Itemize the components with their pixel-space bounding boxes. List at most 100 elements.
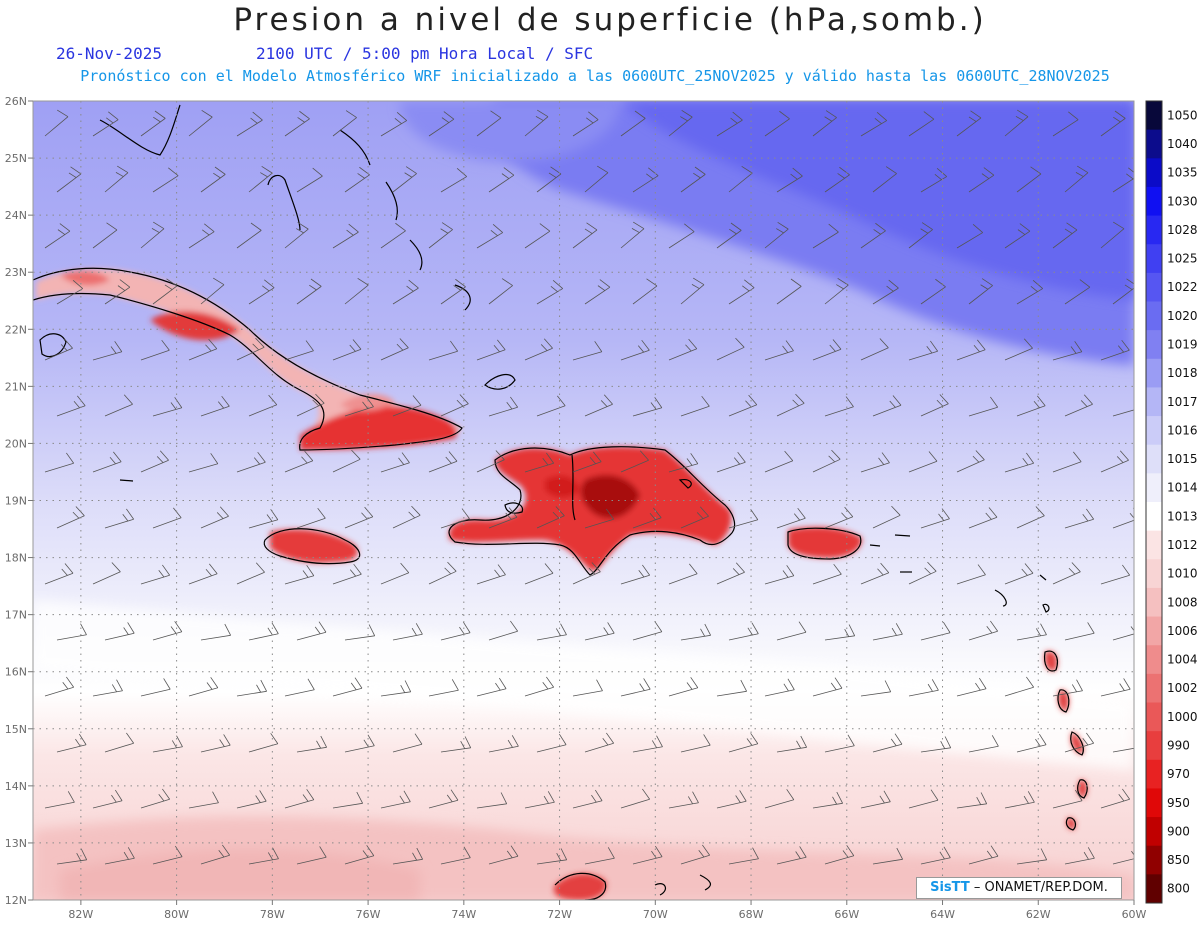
wind-barb: [1016, 166, 1042, 193]
wind-barb: [104, 847, 135, 865]
wind-barb: [956, 224, 983, 249]
wind-barb: [188, 791, 219, 809]
wind-barb: [248, 847, 279, 865]
wind-barb: [1100, 221, 1125, 249]
colorbar-swatch: [1146, 473, 1162, 503]
wind-barb: [1064, 732, 1095, 753]
wind-barb: [378, 900, 410, 920]
wind-barb: [680, 506, 709, 529]
wind-barb: [824, 734, 855, 753]
wind-barb: [1004, 676, 1035, 697]
wind-barb: [536, 395, 566, 417]
colorbar-label: 1022: [1167, 280, 1198, 294]
wind-barb: [955, 902, 987, 920]
wind-barb: [236, 790, 267, 809]
wind-barb: [476, 677, 507, 697]
wind-barb: [920, 394, 949, 417]
wind-barb: [1004, 338, 1033, 361]
wind-barb: [284, 340, 314, 361]
wind-barb: [440, 508, 470, 529]
wind-barb: [1064, 279, 1091, 305]
wind-barb: [152, 845, 183, 865]
wind-barb: [728, 622, 759, 641]
wind-barb: [1112, 278, 1134, 305]
wind-barb: [764, 789, 795, 809]
wind-barb: [344, 396, 374, 417]
wind-barb: [104, 279, 131, 305]
lat-tick-label: 20N: [5, 437, 27, 450]
colorbar-label: 1006: [1167, 624, 1198, 638]
wind-barb: [858, 900, 890, 920]
colorbar-label: 1014: [1167, 481, 1198, 495]
wind-barb: [668, 677, 699, 697]
wind-barb: [56, 280, 83, 305]
wind-barb: [152, 621, 183, 641]
wind-barb: [188, 677, 219, 697]
lat-tick-label: 16N: [5, 666, 27, 679]
wind-barb: [524, 109, 549, 137]
wind-barb: [296, 167, 323, 193]
wind-barb: [716, 111, 743, 137]
wind-barb: [1112, 407, 1134, 417]
lon-tick-label: 80W: [164, 908, 189, 921]
wind-barb: [92, 679, 123, 697]
wind-barb: [428, 111, 455, 137]
wind-barb: [872, 733, 903, 753]
colorbar-label: 1008: [1167, 595, 1198, 609]
wind-barb: [1064, 394, 1093, 417]
lon-tick-label: 60W: [1122, 908, 1147, 921]
wind-barb: [716, 222, 742, 249]
wind-barb: [284, 565, 315, 585]
wind-barb: [572, 111, 599, 137]
colorbar-swatch: [1146, 702, 1162, 732]
lon-tick-label: 70W: [643, 908, 668, 921]
wind-barb: [92, 451, 122, 473]
lon-tick-label: 72W: [547, 908, 572, 921]
colorbar-swatch: [1146, 358, 1162, 388]
wind-barb: [283, 903, 315, 920]
wind-barb: [812, 677, 843, 697]
wind-barb: [524, 676, 555, 697]
wind-barb: [620, 110, 646, 137]
wind-barb: [632, 845, 663, 865]
wind-barb: [908, 340, 939, 361]
colorbar-label: 1025: [1167, 252, 1198, 266]
colorbar-swatch: [1146, 330, 1162, 360]
wind-barb: [140, 450, 169, 473]
wind-barb: [188, 563, 218, 585]
colorbar-swatch: [1146, 101, 1162, 131]
colorbar-swatch: [1146, 444, 1162, 474]
wind-barb: [296, 621, 327, 641]
wind-barb: [92, 562, 121, 585]
wind-barb: [140, 339, 170, 361]
wind-barb: [1064, 622, 1095, 641]
colorbar-frame: [1145, 100, 1163, 904]
wind-barb: [236, 679, 267, 697]
wind-barb: [908, 679, 939, 697]
wind-barb: [332, 677, 363, 697]
wind-barb: [776, 846, 807, 865]
wind-barb: [620, 450, 649, 473]
wind-barb: [1004, 452, 1035, 473]
lat-tick-label: 13N: [5, 837, 27, 850]
wind-barb: [908, 561, 937, 585]
wind-barb: [824, 166, 850, 193]
wind-barb: [440, 736, 472, 753]
wind-barb: [380, 680, 412, 697]
wind-barb: [188, 453, 219, 473]
wind-barb: [572, 451, 602, 473]
colorbar-label: 950: [1167, 796, 1190, 810]
wind-barb: [56, 166, 82, 193]
wind-barb: [56, 848, 88, 865]
wind-barb: [824, 624, 856, 641]
lat-tick-label: 22N: [5, 323, 27, 336]
wind-barb: [524, 223, 551, 249]
wind-barb: [236, 562, 265, 585]
wind-barb: [236, 111, 263, 137]
wind-barbs: [44, 109, 1134, 920]
wind-barb: [908, 111, 935, 137]
wind-barb: [1112, 746, 1134, 753]
wind-barb: [236, 451, 266, 473]
wind-barb: [764, 450, 794, 473]
